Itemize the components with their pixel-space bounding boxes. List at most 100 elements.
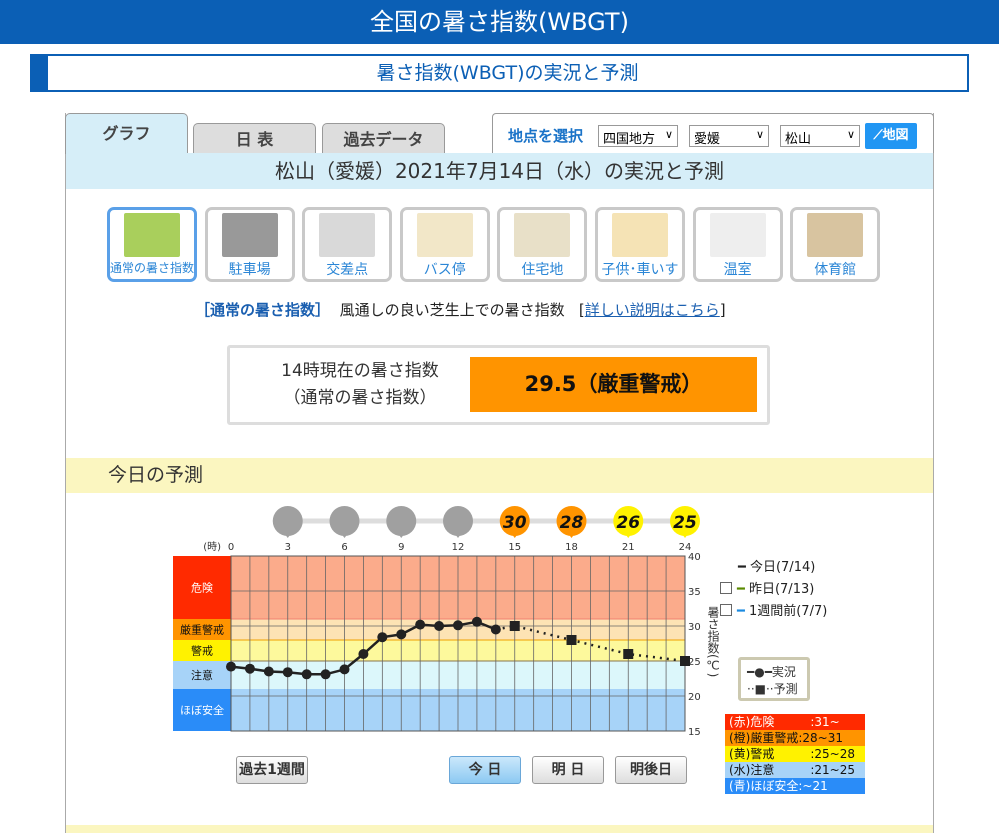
actual-point [434, 621, 445, 631]
forecast-point [680, 656, 690, 666]
footer-band [66, 825, 933, 833]
x-tick-label: 3 [285, 542, 291, 553]
x-tick-label: 0 [228, 542, 234, 553]
scale-row: (水)注意 :21~25 [725, 762, 865, 778]
category-0[interactable]: 通常の暑さ指数 [107, 207, 197, 282]
chevron-down-icon: ∨ [846, 128, 855, 141]
description: ［通常の暑さ指数］ 風通しの良い芝生上での暑さ指数 [詳しい説明はこちら] [195, 299, 726, 320]
actual-point [377, 632, 388, 643]
yesterday-checkbox[interactable] [720, 582, 732, 594]
y-tick-label: 15 [688, 727, 701, 738]
hour-marker-value: 28 [560, 513, 584, 533]
band-label: 注意 [191, 668, 213, 682]
region-value: 四国地方 [603, 132, 656, 147]
category-7[interactable]: 体育館 [790, 207, 881, 282]
legend-yesterday-label: 昨日(7/13) [748, 582, 815, 597]
tomorrow-button[interactable]: 明 日 [532, 756, 604, 784]
band-label: 危険 [191, 582, 213, 595]
actual-point [320, 669, 331, 680]
category-illustration-icon [612, 213, 668, 257]
japan-map-icon: ⟋ [873, 128, 883, 143]
actual-point [339, 664, 350, 675]
legend-actual-label: 実況 [771, 665, 796, 679]
line-icon: ━ [737, 582, 745, 597]
category-label: 住宅地 [521, 262, 564, 278]
x-axis-label: (時) [203, 541, 221, 553]
chevron-down-icon: ∨ [755, 128, 764, 141]
band-label-bg [173, 689, 231, 731]
legend-yesterday[interactable]: ━ 昨日(7/13) [720, 578, 814, 597]
actual-point [396, 629, 407, 640]
category-illustration-icon [221, 213, 278, 257]
legend-forecast-label: 予測 [773, 682, 798, 696]
category-illustration-icon [709, 213, 766, 257]
legend-week-label: 1週間前(7/7) [748, 604, 828, 619]
details-link[interactable]: 詳しい説明はこちら [584, 301, 720, 319]
hour-marker-value: 26 [616, 513, 640, 533]
solid-line-icon: ━●━ [747, 665, 772, 679]
tab-daily-table[interactable]: 日 表 [193, 123, 316, 153]
current-index-box: 14時現在の暑さ指数 （通常の暑さ指数） 29.5（厳重警戒） [227, 345, 770, 425]
hour-marker [329, 506, 360, 536]
category-6[interactable]: 温室 [692, 207, 783, 282]
actual-point [415, 619, 426, 630]
legend-today: ━ 今日(7/14) [738, 556, 815, 575]
category-illustration-icon [319, 213, 376, 257]
category-4[interactable]: 住宅地 [497, 207, 588, 282]
line-icon: ━ [738, 560, 746, 575]
category-label: 温室 [723, 262, 752, 278]
location-selector: 地点を選択 四国地方 ∨ 愛媛 ∨ 松山 ∨ ⟋地図 [492, 113, 934, 153]
category-label: 子供･車いす [601, 262, 679, 278]
description-text: 風通しの良い芝生上での暑さ指数 [339, 301, 565, 319]
band-label-bg [173, 556, 231, 619]
band-label-bg [173, 640, 231, 661]
line-icon: ━ [737, 604, 745, 619]
hour-marker-value: 25 [673, 513, 697, 533]
scale-row: (青)ほぼ安全:~21 [725, 778, 865, 794]
station-select[interactable]: 松山 ∨ [780, 125, 860, 147]
dotted-line-icon: ··■·· [747, 682, 774, 696]
current-label: 14時現在の暑さ指数 （通常の暑さ指数） [260, 358, 460, 412]
band-label-bg [173, 619, 231, 640]
band-label: ほぼ安全 [180, 703, 224, 717]
category-label: 体育館 [814, 262, 857, 278]
category-5[interactable]: 子供･車いす [595, 207, 685, 282]
region-select[interactable]: 四国地方 ∨ [598, 125, 678, 147]
hour-marker [499, 506, 530, 536]
current-value: 29.5（厳重警戒） [470, 357, 757, 412]
scale-row: (赤)危険 :31~ [725, 714, 865, 730]
bracket: ] [719, 301, 726, 319]
prefecture-select[interactable]: 愛媛 ∨ [689, 125, 769, 147]
legend-forecast: ··■··予測 [747, 680, 801, 697]
y-tick-label: 20 [688, 692, 701, 703]
section-title-bar: 暑さ指数(WBGT)の実況と予測 [30, 54, 969, 92]
prefecture-value: 愛媛 [694, 132, 721, 147]
category-label: 通常の暑さ指数 [110, 261, 195, 275]
hour-marker [613, 506, 644, 536]
map-button-label: 地図 [882, 128, 909, 143]
category-3[interactable]: バス停 [399, 207, 490, 282]
actual-point [490, 624, 501, 635]
page-header: 全国の暑さ指数(WBGT) [0, 0, 999, 44]
legend-actual: ━●━実況 [747, 663, 801, 680]
category-label: 駐車場 [228, 262, 271, 278]
forecast-heading: 今日の予測 [66, 458, 933, 493]
tab-past-data[interactable]: 過去データ [322, 123, 445, 153]
category-illustration-icon [416, 213, 473, 257]
map-button[interactable]: ⟋地図 [865, 123, 917, 149]
x-tick-label: 24 [679, 542, 692, 553]
legend-week-ago[interactable]: ━ 1週間前(7/7) [720, 600, 827, 619]
hour-marker [272, 506, 303, 536]
hour-marker [670, 506, 700, 536]
past-week-button[interactable]: 過去1週間 [236, 756, 308, 784]
hour-marker [386, 506, 417, 536]
x-tick-label: 15 [508, 542, 521, 553]
day-after-button[interactable]: 明後日 [615, 756, 687, 784]
actual-point [301, 669, 312, 680]
category-1[interactable]: 駐車場 [204, 207, 295, 282]
category-2[interactable]: 交差点 [302, 207, 393, 282]
tab-graph[interactable]: グラフ [65, 113, 188, 154]
week-ago-checkbox[interactable] [720, 604, 732, 616]
today-button[interactable]: 今 日 [449, 756, 521, 784]
